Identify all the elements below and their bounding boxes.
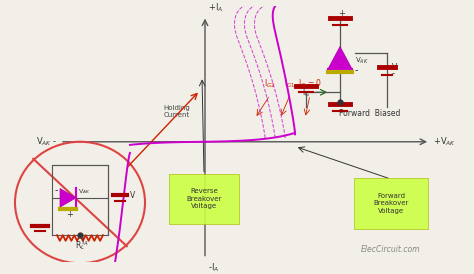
Text: -: - xyxy=(392,69,395,78)
Polygon shape xyxy=(60,189,76,207)
Text: V$_{AK}$: V$_{AK}$ xyxy=(78,187,91,196)
Text: V$_{AK}$: V$_{AK}$ xyxy=(355,55,369,65)
Text: V$_{AK}$ -: V$_{AK}$ - xyxy=(36,136,57,148)
Text: +: + xyxy=(66,210,73,218)
Text: I$_G$ = 0: I$_G$ = 0 xyxy=(298,78,322,90)
Text: -: - xyxy=(55,185,58,195)
Text: +V$_{AK}$: +V$_{AK}$ xyxy=(433,136,456,148)
Text: I$_A$: I$_A$ xyxy=(81,236,89,248)
Text: ElecCircuit.com: ElecCircuit.com xyxy=(361,245,420,254)
FancyBboxPatch shape xyxy=(169,173,239,224)
Text: V: V xyxy=(130,190,135,199)
Text: V: V xyxy=(392,62,397,72)
Text: I$_{G1}$: I$_{G1}$ xyxy=(284,78,296,90)
Text: +: + xyxy=(338,9,346,18)
Text: I$_{G2}$: I$_{G2}$ xyxy=(264,78,276,90)
Text: I$_G$: I$_G$ xyxy=(302,86,310,99)
Polygon shape xyxy=(328,47,352,69)
Text: -: - xyxy=(343,99,347,109)
Text: -: - xyxy=(355,65,358,75)
Text: +I$_A$: +I$_A$ xyxy=(208,1,223,14)
Text: -I$_A$: -I$_A$ xyxy=(208,261,219,274)
Text: Holding
Current: Holding Current xyxy=(163,105,190,118)
Text: Reverse
Breakover
Voltage: Reverse Breakover Voltage xyxy=(186,188,222,209)
Text: Forward  Biased: Forward Biased xyxy=(339,109,401,118)
Text: Forward
Breakover
Voltage: Forward Breakover Voltage xyxy=(374,193,409,214)
Text: R$_L$: R$_L$ xyxy=(75,239,85,252)
FancyBboxPatch shape xyxy=(354,178,428,229)
